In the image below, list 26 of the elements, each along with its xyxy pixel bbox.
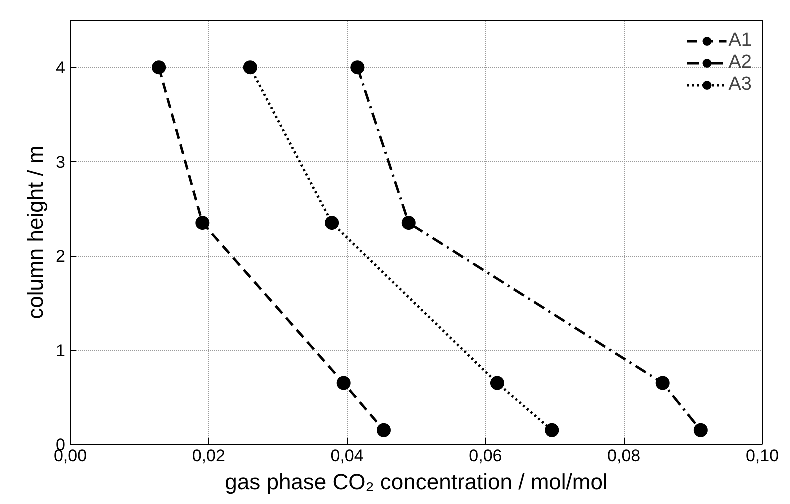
point	[152, 60, 166, 75]
y-axis-title: column height / m	[23, 146, 48, 320]
y-tick-label: 2	[56, 247, 66, 266]
y-tick-label: 1	[56, 341, 66, 360]
legend-label: A1	[728, 30, 752, 52]
point	[545, 423, 560, 438]
x-tick-label: 0,08	[608, 446, 641, 466]
point	[196, 216, 210, 230]
y-tick-label: 4	[56, 58, 66, 78]
point	[694, 423, 708, 438]
x-tick-label: 0,02	[192, 446, 226, 466]
point	[336, 376, 351, 390]
x-tick-label: 0,06	[469, 446, 502, 466]
x-tick-label: 0,10	[746, 446, 780, 466]
point	[656, 376, 670, 390]
legend-label: A3	[728, 74, 752, 96]
x-tick-label: 0,04	[330, 446, 364, 466]
x-axis-title: gas phase CO₂ concentration / mol/mol	[225, 470, 608, 494]
point	[350, 60, 365, 75]
point	[402, 216, 416, 230]
point	[325, 216, 340, 230]
point	[490, 376, 504, 390]
legend-label: A2	[728, 52, 752, 74]
point	[243, 60, 258, 75]
y-tick-label: 3	[56, 152, 66, 172]
point	[376, 423, 391, 438]
